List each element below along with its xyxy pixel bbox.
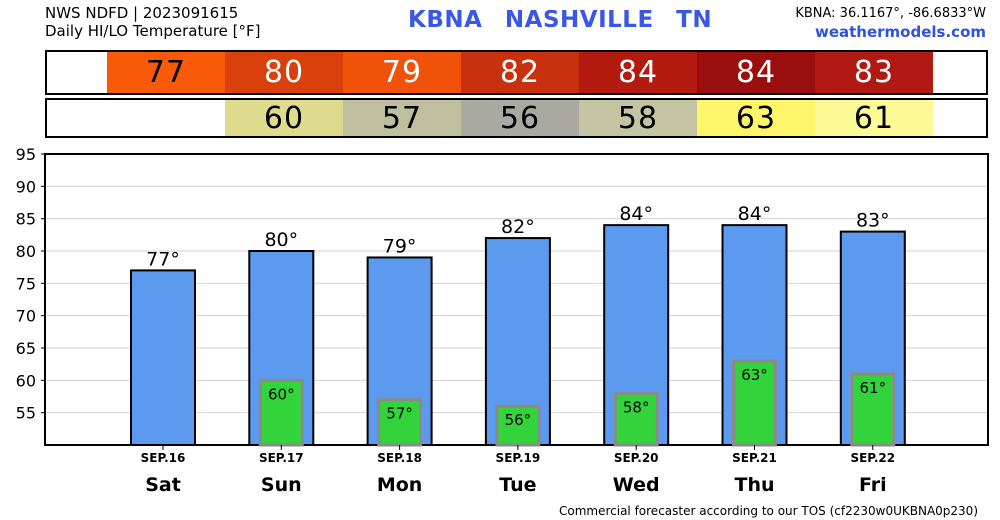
product-subtitle: Daily HI/LO Temperature [°F] xyxy=(45,22,261,40)
footer-note: Commercial forecaster according to our T… xyxy=(558,504,978,518)
low-temp-strip: 60 57 56 58 63 61 xyxy=(45,98,988,138)
temperature-bar-chart: 55 60 65 70 75 80 85 90 95 77° SEP.16 Sat 80° 60° SEP.… xyxy=(16,145,989,496)
low-temp-cell: 61 xyxy=(815,100,933,136)
day-label: Sat xyxy=(145,474,181,496)
station-title: KBNA NASHVILLE TN xyxy=(408,7,713,33)
low-temp-label: 60° xyxy=(268,385,295,403)
low-temp-bar xyxy=(495,404,541,447)
low-temp-bar xyxy=(377,398,423,447)
high-temp-label: 84° xyxy=(619,203,653,225)
low-temp-label: 63° xyxy=(741,366,768,384)
low-temp-bar xyxy=(732,359,777,447)
high-temp-label: 79° xyxy=(383,235,417,257)
date-label: SEP.21 xyxy=(732,451,777,465)
high-temp-cell: 83 xyxy=(815,52,933,93)
high-temp-cell: 80 xyxy=(225,52,343,93)
low-temp-bar xyxy=(850,372,896,447)
day-label: Tue xyxy=(499,474,536,496)
low-temp-cell: 60 xyxy=(225,100,343,136)
low-temp-cell: 56 xyxy=(461,100,579,136)
high-temp-label: 83° xyxy=(856,210,890,232)
high-temp-label: 77° xyxy=(146,248,180,270)
high-temp-cell: 84 xyxy=(579,52,697,93)
day-label: Mon xyxy=(377,474,423,496)
low-temp-label: 58° xyxy=(623,398,650,416)
low-temp-label: 56° xyxy=(505,411,532,429)
y-tick-label: 85 xyxy=(16,210,36,229)
y-tick-label: 60 xyxy=(16,371,36,390)
low-temp-label: 61° xyxy=(860,379,887,397)
y-tick-label: 70 xyxy=(16,307,36,326)
y-tick-label: 95 xyxy=(16,145,36,164)
date-label: SEP.20 xyxy=(614,451,659,465)
high-temp-cell: 79 xyxy=(343,52,461,93)
high-temp-label: 82° xyxy=(501,216,535,238)
date-label: SEP.16 xyxy=(141,451,186,465)
date-label: SEP.17 xyxy=(259,451,304,465)
low-temp-cell: 57 xyxy=(343,100,461,136)
low-temp-cell: 63 xyxy=(697,100,815,136)
site-link[interactable]: weathermodels.com xyxy=(814,23,986,41)
y-tick-label: 55 xyxy=(16,404,36,423)
low-temp-bar xyxy=(258,378,304,447)
product-title: NWS NDFD | 2023091615 xyxy=(45,4,239,22)
day-label: Fri xyxy=(859,474,887,496)
high-temp-label: 84° xyxy=(738,203,772,225)
day-label: Thu xyxy=(734,474,774,496)
date-label: SEP.18 xyxy=(377,451,422,465)
y-tick-label: 75 xyxy=(16,274,36,293)
day-label: Wed xyxy=(613,474,660,496)
y-tick-label: 80 xyxy=(16,242,36,261)
high-temp-label: 80° xyxy=(264,229,298,251)
high-temp-cell: 84 xyxy=(697,52,815,93)
y-tick-label: 65 xyxy=(16,339,36,358)
day-label: Sun xyxy=(261,474,302,496)
y-tick-label: 90 xyxy=(16,177,36,196)
low-temp-cell: 58 xyxy=(579,100,697,136)
high-temp-cell: 77 xyxy=(107,52,225,93)
high-temp-bar xyxy=(130,269,196,446)
station-coords: KBNA: 36.1167°, -86.6833°W xyxy=(795,6,986,21)
low-temp-label: 57° xyxy=(386,405,413,423)
low-temp-bar xyxy=(613,391,659,447)
high-temp-strip: 77 80 79 82 84 84 83 xyxy=(45,50,988,95)
date-label: SEP.22 xyxy=(850,451,895,465)
date-label: SEP.19 xyxy=(496,451,541,465)
high-temp-cell: 82 xyxy=(461,52,579,93)
